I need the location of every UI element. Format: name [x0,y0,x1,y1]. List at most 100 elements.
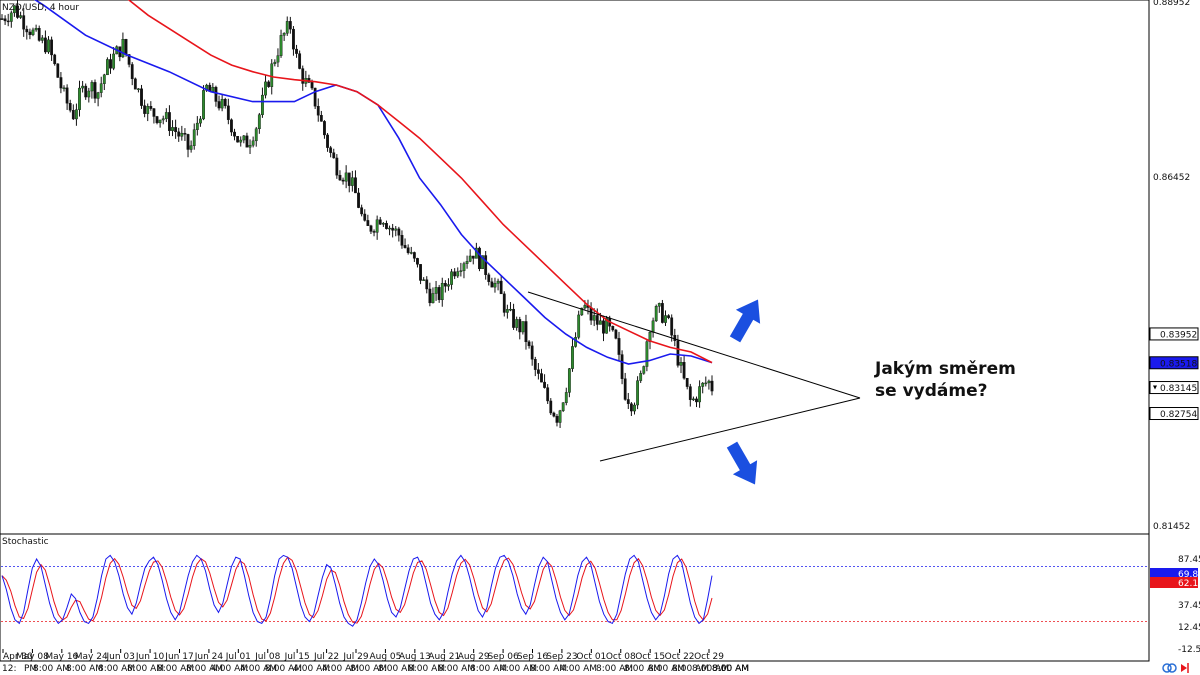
candle-body [22,15,26,30]
candle-body [276,55,280,63]
candle-body [589,307,593,321]
candle-body [6,20,10,23]
candle-body [366,220,370,226]
time-label: 8:00 AM [648,664,685,674]
time-label: 8:00 AM [470,664,507,674]
candle-body [192,129,196,146]
price-axis: 0.88952 0.86452 0.81452 [1153,0,1190,532]
candle-body [363,213,367,221]
time-label: 8:00 AM [596,664,633,674]
candle-body [660,303,664,323]
time-label: 4:00 AM [560,664,597,674]
candle-body [549,400,553,414]
candle-body [605,317,608,334]
candle-body [0,18,4,20]
candle-body [428,288,432,304]
candle-body [164,112,168,119]
candle-body [540,373,543,383]
scroll-end-icon[interactable] [1181,663,1189,673]
candle-body [484,255,488,275]
candle-body [397,228,401,236]
time-label: PM [24,664,37,674]
x-tick-label: Aug 05 [369,652,401,662]
price-tag-box [1149,327,1199,341]
candle-body [515,319,519,328]
x-tick-label: Oct 08 [606,652,636,662]
time-label: 8:00 AM [624,664,661,674]
candle-body [378,219,382,225]
candle-body [490,281,494,288]
stochastic-value-tags: 69.8162.14 [1150,568,1200,589]
candle-body [90,82,94,92]
x-tick-label: Sep 06 [487,652,519,662]
candle-body [220,99,224,109]
candle-body [533,359,537,370]
candle-body [425,279,429,290]
candle-body [245,135,249,148]
candle-body [611,326,615,331]
candle-body [47,39,50,53]
candle-body [509,308,512,311]
candle-body [496,280,500,284]
price-tag-box [1149,407,1199,421]
candle-body [285,21,289,34]
stoch-tick-2: 37.45 [1178,601,1200,611]
x-tick-label: Oct 15 [635,652,665,662]
time-label: 8:00 AM [712,664,749,674]
candle-body [323,121,326,136]
time-label: 8:00 AM [712,664,749,674]
time-label: 8:00 AM [712,664,749,674]
candle-body [657,303,661,307]
candle-body [530,345,534,360]
candle-body [354,177,357,194]
x-tick-label: Jul 22 [313,652,339,662]
candle-body [447,284,450,287]
candle-body [394,228,398,231]
candle-body [133,78,137,90]
candle-body [25,28,29,33]
candle-body [512,308,515,328]
candle-body [623,378,627,400]
candle-body [186,134,190,150]
candle-body [598,320,602,325]
time-label: 4:00 AM [240,664,277,674]
candle-body [99,83,103,93]
stoch-tag-label: 62.14 [1178,579,1200,589]
candle-body [409,252,413,254]
candle-body [626,399,630,404]
main-chart-frame [0,0,1150,535]
candle-body [502,293,506,313]
candle-body [431,293,435,304]
candle-body [279,35,283,56]
candle-body [633,404,636,412]
candle-body [642,366,646,374]
x-tick-label: Jun 03 [105,652,134,662]
candle-body [319,115,323,122]
link-icon[interactable] [1162,663,1177,673]
candle-body [16,5,19,18]
moving-averages [33,0,713,365]
candle-body [357,192,360,208]
candle-body [267,81,271,87]
price-tick-top: 0.88952 [1153,0,1190,8]
candle-body [685,377,689,387]
candle-body [462,263,466,271]
candle-body [248,144,252,148]
candle-body [195,122,199,130]
candle-body [199,118,202,124]
candle-body [546,387,550,402]
candle-body [614,329,618,339]
x-tick-label: May 24 [75,652,108,662]
x-tick-label: Jun 10 [135,652,165,662]
candle-body [602,320,605,334]
time-label: 4:00 AM [293,664,330,674]
candle-body [412,252,416,259]
x-tick-label: Oct 01 [576,652,606,662]
price-tag-box [1149,381,1199,395]
candle-body [574,337,577,347]
time-label: 4:00 AM [500,664,537,674]
x-tick-label: Aug 29 [458,652,490,662]
x-tick-label: Aug 13 [399,652,431,662]
candle-body [295,48,298,54]
